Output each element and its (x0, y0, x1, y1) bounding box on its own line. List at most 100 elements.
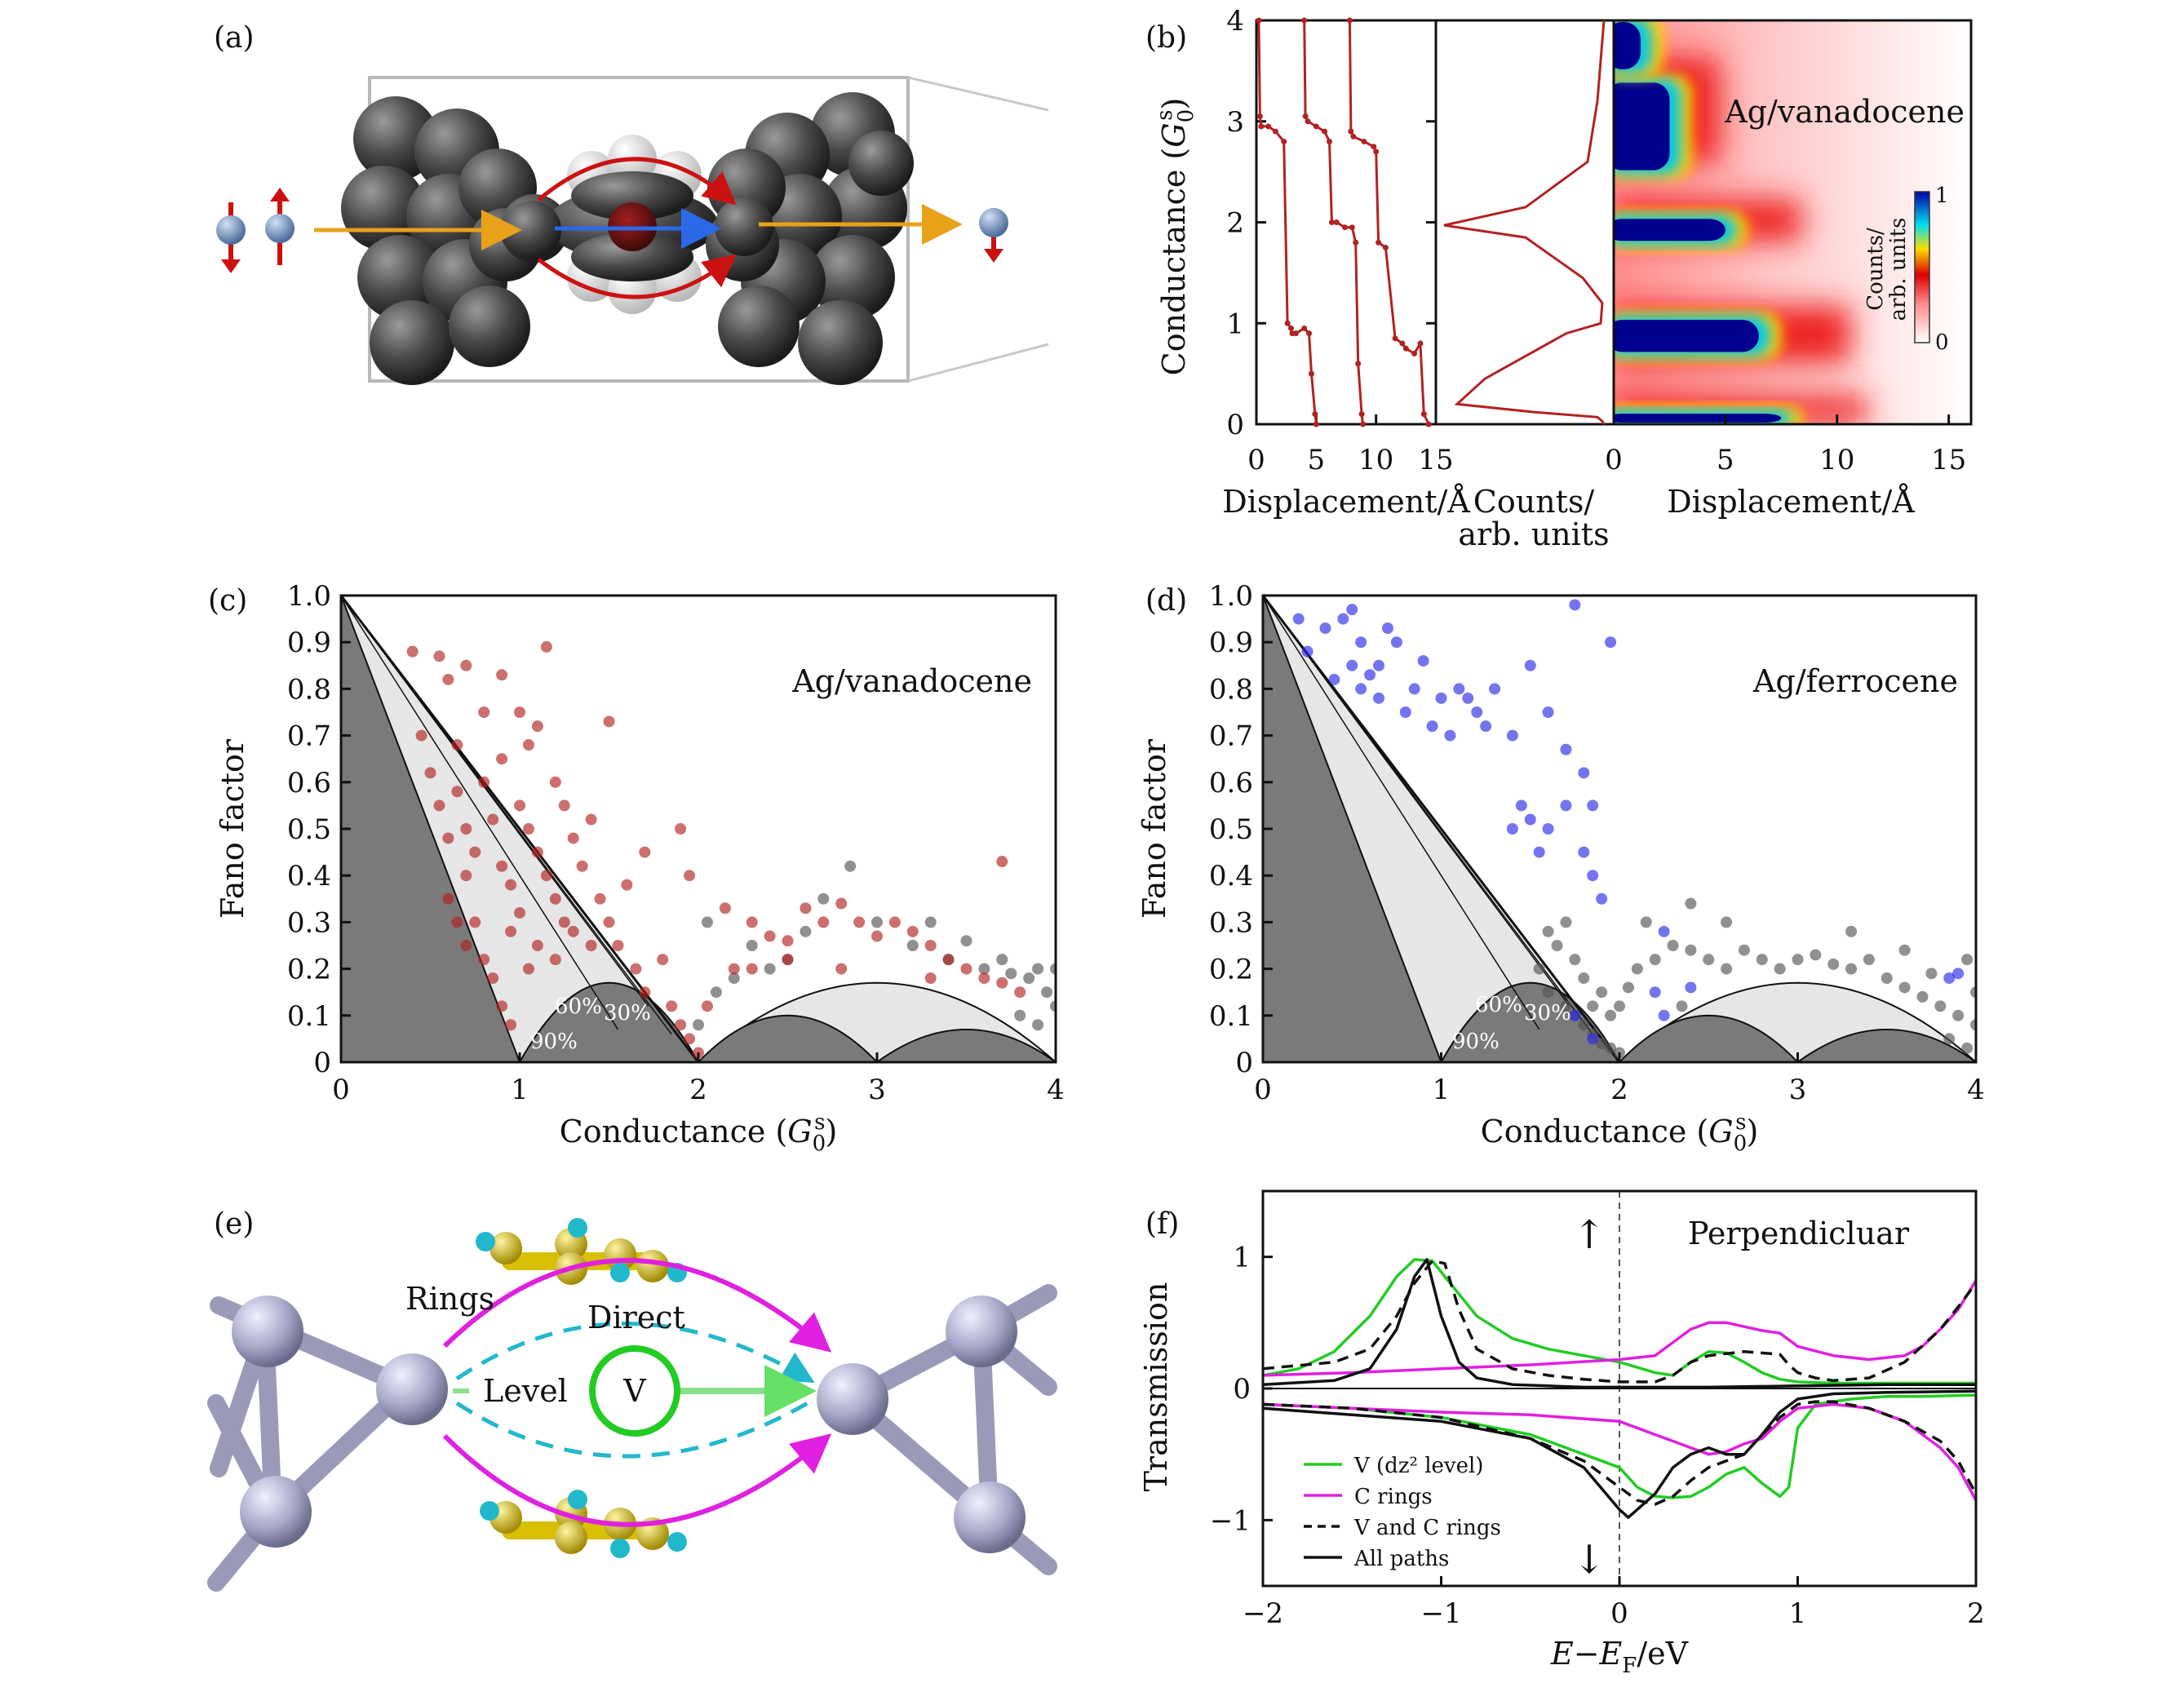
b-traces-plot (1256, 17, 1432, 427)
data-point (522, 739, 534, 751)
heatmap-cluster-1 (1614, 405, 1805, 424)
data-point (576, 860, 588, 872)
data-point (442, 892, 454, 905)
direct-path-top-arrow (455, 1322, 815, 1384)
data-point (1417, 655, 1429, 667)
data-point (978, 972, 990, 985)
b-heat-frame (1612, 19, 1973, 426)
data-point (1542, 706, 1554, 718)
data-point (1685, 981, 1697, 994)
b-traces-xlabel: Displacement/Å (1222, 484, 1470, 520)
grey-point (1721, 963, 1733, 975)
panel-c: (c) 0 1 2 3 4 0 0.1 0.2 0.3 0.4 0.5 0.6 0.7 0.8 0.9 1.0… (208, 580, 1065, 1156)
data-point (942, 954, 955, 966)
grey-point (1614, 1000, 1625, 1012)
grey-point (693, 1019, 704, 1031)
transmission-v-c-up (1263, 1259, 1976, 1384)
fano-dark-triangle (1263, 596, 1442, 1062)
grey-point (1578, 1019, 1590, 1031)
data-point (684, 1033, 696, 1045)
grey-point (1827, 958, 1840, 970)
data-point (496, 1000, 508, 1012)
trace-point (1328, 219, 1335, 225)
trace-point (1371, 144, 1377, 150)
data-point (603, 715, 615, 728)
right-tip-atom (715, 197, 773, 256)
data-point (924, 940, 937, 951)
grey-point (1032, 1019, 1044, 1031)
data-point (1435, 692, 1447, 704)
f-ylabel: Transmission (1138, 1282, 1174, 1492)
direct-path-bottom (455, 1401, 809, 1459)
trace-point (1411, 350, 1418, 357)
d-title: Ag/ferrocene (1752, 663, 1958, 699)
data-point (1952, 968, 1965, 980)
data-point (996, 977, 1008, 989)
data-point (1453, 683, 1465, 695)
f-ytick-label: 1 (1233, 1242, 1251, 1274)
b-ytick-label: 2 (1226, 207, 1244, 240)
colorbar-max-label: 1 (1935, 184, 1949, 208)
grey-point (1050, 963, 1056, 975)
data-point (496, 753, 508, 765)
grey-point (1863, 954, 1875, 966)
ytick-label: 0 (313, 1047, 331, 1079)
panel-f-label: (f) (1145, 1207, 1179, 1241)
grey-point (1721, 916, 1733, 928)
trace-point (1322, 128, 1328, 135)
xtick-label: 0 (1254, 1074, 1272, 1106)
panel-c-label: (c) (208, 584, 247, 618)
trace-point (1272, 128, 1278, 135)
grey-point (1542, 925, 1554, 937)
panel-a-label: (a) (214, 21, 255, 55)
ytick-label: 0.5 (1209, 813, 1253, 846)
grey-point (764, 963, 776, 975)
grey-point (1041, 986, 1053, 999)
grey-point (1961, 1042, 1974, 1054)
trace-point (1301, 325, 1308, 331)
rings-path-bottom-arrow (442, 1433, 832, 1527)
b-ytick-label: 0 (1226, 409, 1244, 441)
trace-point (1326, 139, 1332, 144)
cluster-core (1614, 320, 1759, 352)
data-point (505, 879, 517, 891)
data-point (1399, 706, 1411, 718)
grey-point (1050, 1000, 1056, 1012)
data-point (746, 963, 758, 975)
grey-point (1560, 916, 1572, 928)
data-point (782, 935, 794, 947)
ytick-label: 0.6 (287, 767, 331, 799)
data-point (514, 799, 525, 812)
grey-point (1703, 954, 1715, 966)
grey-point (1898, 944, 1911, 956)
data-point (684, 870, 696, 882)
ytick-label: 0.8 (1209, 673, 1253, 706)
data-point (487, 813, 499, 826)
grey-point (1560, 1000, 1572, 1012)
b-hist-xlabel-1: Counts/ (1473, 484, 1595, 520)
trace-point (1417, 340, 1424, 347)
rings-path-top-arrow (442, 1258, 832, 1353)
data-point (1560, 743, 1572, 755)
e-label-direct: Direct (587, 1300, 685, 1335)
grey-point (1845, 925, 1858, 937)
data-point (603, 916, 615, 928)
data-point (612, 940, 624, 951)
data-point (960, 963, 972, 975)
f-transmission-plot (1263, 1191, 1976, 1586)
data-point (657, 954, 669, 966)
c-title: Ag/vanadocene (791, 663, 1032, 699)
data-point (1506, 823, 1518, 835)
grey-point (1569, 954, 1581, 966)
data-point (585, 940, 597, 951)
ring-path-top-arrow (537, 157, 737, 206)
data-point (817, 916, 830, 928)
grey-point (1640, 916, 1652, 928)
right-atom-2 (954, 1481, 1026, 1553)
left-tip-atom-e (376, 1353, 448, 1425)
transmission-all-up (1263, 1258, 1976, 1389)
b-heat-xlabel: Displacement/Å (1667, 484, 1915, 520)
data-point (1292, 613, 1305, 625)
transmission-all-down (1263, 1389, 1976, 1519)
data-point (1337, 613, 1349, 625)
